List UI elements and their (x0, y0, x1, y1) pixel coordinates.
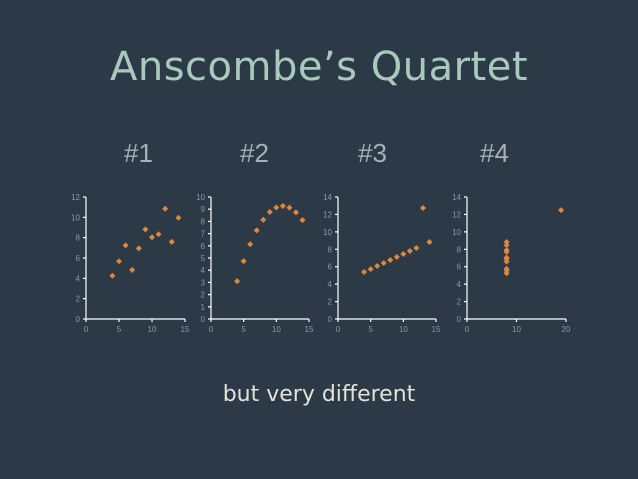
y-tick-label: 12 (71, 193, 80, 202)
y-tick-label: 8 (76, 234, 81, 243)
y-tick-label: 2 (76, 295, 81, 304)
data-point (503, 267, 510, 274)
data-point (273, 204, 280, 211)
data-point (367, 266, 374, 273)
chart-panel-1: 0 2 4 6 8 10 12 0 5 10 15 (71, 193, 190, 334)
panel-label-4: #4 (480, 138, 509, 168)
x-tick-label: 5 (117, 325, 122, 334)
data-point (286, 204, 293, 211)
x-tick-label: 0 (209, 325, 214, 334)
y-tick-label: 8 (457, 245, 462, 254)
data-point (175, 214, 182, 221)
y-tick-label: 4 (76, 274, 81, 283)
data-point (240, 258, 247, 265)
data-point (503, 255, 510, 262)
data-point (380, 260, 387, 267)
data-point (558, 207, 565, 214)
x-tick-label: 10 (148, 325, 157, 334)
data-point (374, 263, 381, 270)
data-point (419, 204, 426, 211)
y-tick-label: 14 (452, 193, 461, 202)
slide-title: Anscombe’s Quartet (109, 44, 529, 90)
y-tick-label: 2 (201, 291, 206, 300)
data-point (168, 238, 175, 245)
chart-panel-4: 0 2 4 6 8 10 12 14 0 10 20 (452, 193, 571, 334)
x-tick-label: 15 (305, 325, 314, 334)
y-tick-label: 0 (457, 315, 462, 324)
y-tick-label: 2 (457, 298, 462, 307)
data-point (426, 238, 433, 245)
data-point (155, 231, 162, 238)
data-point (266, 209, 273, 216)
y-tick-label: 8 (201, 217, 206, 226)
y-tick-label: 3 (201, 278, 206, 287)
y-tick-label: 6 (328, 263, 333, 272)
x-tick-label: 10 (512, 325, 521, 334)
data-point (142, 226, 149, 233)
y-tick-label: 6 (201, 242, 206, 251)
data-point (393, 254, 400, 261)
x-tick-label: 5 (241, 325, 246, 334)
y-tick-label: 2 (328, 298, 333, 307)
y-tick-label: 1 (201, 303, 206, 312)
y-tick-label: 4 (457, 280, 462, 289)
y-tick-label: 6 (457, 263, 462, 272)
chart-panel-3: 0 2 4 6 8 10 12 14 0 5 10 15 (323, 193, 441, 334)
data-point (400, 250, 407, 257)
y-tick-label: 6 (76, 254, 81, 263)
x-tick-label: 0 (465, 325, 470, 334)
x-tick-label: 15 (432, 325, 441, 334)
data-point (292, 209, 299, 216)
data-point (253, 227, 260, 234)
y-tick-label: 0 (328, 315, 333, 324)
data-point (503, 247, 510, 254)
data-point (406, 247, 413, 254)
data-point (361, 269, 368, 276)
data-point (116, 258, 122, 265)
x-tick-label: 0 (84, 325, 89, 334)
y-tick-label: 14 (323, 193, 332, 202)
y-tick-label: 5 (201, 254, 206, 263)
data-point (109, 272, 116, 279)
data-point (299, 217, 306, 224)
y-tick-label: 0 (76, 315, 81, 324)
panel-label-2: #2 (240, 138, 269, 168)
data-point (149, 234, 155, 241)
slide-subtitle: but very different (222, 382, 416, 407)
x-tick-label: 10 (272, 325, 281, 334)
data-point (162, 205, 169, 212)
y-tick-label: 10 (196, 193, 205, 202)
data-point (234, 278, 241, 285)
data-point (279, 203, 286, 210)
data-point (387, 257, 394, 264)
x-tick-label: 0 (336, 325, 341, 334)
y-tick-label: 8 (328, 245, 333, 254)
x-tick-label: 10 (399, 325, 408, 334)
y-tick-label: 9 (201, 205, 206, 214)
data-point (260, 216, 267, 223)
data-point (413, 244, 420, 251)
y-tick-label: 12 (452, 210, 461, 219)
y-tick-label: 10 (452, 228, 461, 237)
chart-panel-2: 0 1 2 3 4 5 6 7 8 9 10 0 5 10 15 (196, 193, 314, 334)
data-point (135, 245, 142, 252)
data-point (503, 242, 510, 249)
x-tick-label: 5 (368, 325, 373, 334)
y-tick-label: 4 (328, 280, 333, 289)
data-point (247, 241, 254, 248)
y-tick-label: 10 (323, 228, 332, 237)
y-tick-label: 7 (201, 230, 206, 239)
y-tick-label: 10 (71, 213, 80, 222)
y-tick-label: 12 (323, 210, 332, 219)
x-tick-label: 15 (181, 325, 190, 334)
y-tick-label: 0 (201, 315, 206, 324)
data-point (122, 242, 129, 249)
panel-label-3: #3 (358, 138, 387, 168)
data-point (129, 266, 136, 273)
panel-label-1: #1 (124, 138, 153, 168)
y-tick-label: 4 (201, 266, 206, 275)
x-tick-label: 20 (562, 325, 571, 334)
data-point (503, 238, 510, 245)
